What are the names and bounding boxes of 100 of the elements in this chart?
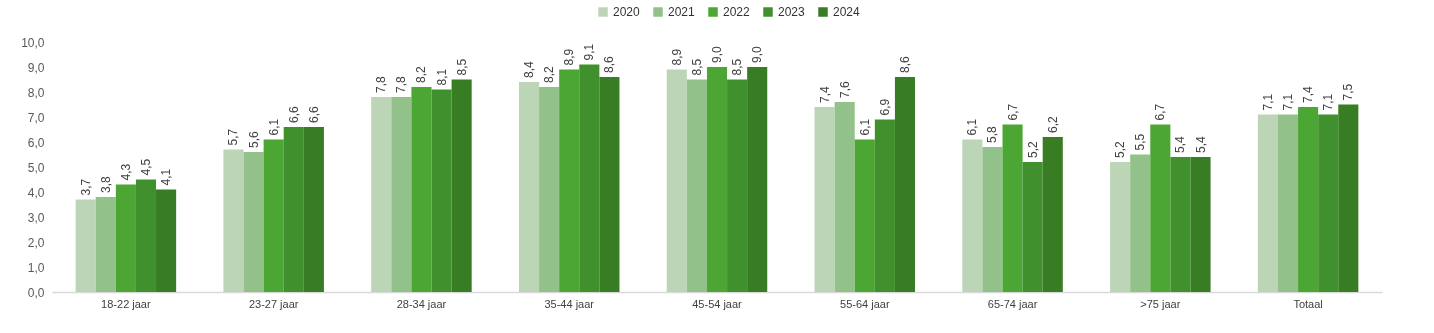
bar (539, 87, 560, 292)
data-label: 5,6 (246, 130, 261, 148)
legend-label: 2023 (778, 5, 806, 19)
bar (874, 119, 895, 292)
data-label: 7,1 (1321, 93, 1336, 111)
data-label: 6,1 (857, 118, 872, 136)
data-label: 5,2 (1025, 140, 1040, 158)
bar (1298, 107, 1319, 292)
bar (303, 127, 324, 292)
data-label: 6,1 (266, 118, 281, 136)
data-label: 8,2 (414, 65, 429, 83)
bar (263, 139, 284, 292)
bar (283, 127, 304, 292)
data-label: 5,8 (985, 125, 1000, 143)
x-tick-label: Totaal (1293, 297, 1323, 310)
data-label: 6,7 (1005, 103, 1020, 121)
bar (666, 69, 687, 292)
data-label: 8,2 (542, 65, 557, 83)
data-label: 6,1 (965, 118, 980, 136)
data-label: 5,5 (1133, 133, 1148, 151)
x-tick-label: 45-54 jaar (692, 297, 743, 310)
x-tick-label: 23-27 jaar (248, 297, 299, 310)
bar (962, 139, 983, 292)
bar (1150, 124, 1171, 292)
x-tick-label: 65-74 jaar (987, 297, 1038, 310)
bar (518, 82, 540, 292)
data-label: 5,4 (1193, 135, 1208, 153)
bar (115, 184, 136, 292)
bar (391, 97, 412, 292)
data-label: 4,3 (118, 163, 133, 181)
legend-label: 2021 (668, 5, 696, 19)
data-label: 7,8 (374, 75, 389, 93)
data-label: 8,4 (522, 60, 537, 78)
bar (814, 107, 835, 292)
y-tick-label: 1,0 (27, 260, 45, 275)
data-label: 8,5 (454, 58, 469, 76)
data-label: 5,7 (226, 128, 241, 146)
y-tick-label: 10,0 (21, 35, 45, 50)
bar (727, 79, 748, 292)
bar (599, 77, 620, 292)
x-tick-label: 28-34 jaar (396, 297, 447, 310)
y-tick-label: 7,0 (27, 110, 45, 125)
data-label: 9,0 (710, 45, 724, 63)
legend-label: 2022 (723, 5, 751, 19)
x-tick-label: 18-22 jaar (101, 297, 151, 310)
bar (95, 197, 116, 292)
data-label: 8,9 (562, 48, 577, 66)
bar (559, 69, 580, 292)
data-label: 7,1 (1281, 93, 1296, 111)
data-label: 8,5 (689, 58, 704, 76)
data-label: 6,6 (306, 105, 321, 123)
y-tick-label: 0,0 (27, 285, 45, 300)
data-label: 3,8 (98, 175, 113, 193)
data-label: 7,6 (837, 80, 852, 98)
bar (1002, 124, 1023, 292)
bar (834, 102, 855, 292)
bar (706, 67, 728, 292)
y-tick-label: 5,0 (27, 160, 45, 175)
bar (1190, 157, 1211, 292)
bar (75, 199, 96, 292)
data-label: 5,2 (1113, 140, 1128, 158)
data-label: 6,2 (1045, 115, 1060, 133)
bar (1042, 137, 1063, 292)
bar (1170, 157, 1191, 292)
data-label: 5,4 (1173, 135, 1188, 153)
bar (1257, 114, 1278, 292)
x-tick-label: 55-64 jaar (840, 297, 890, 310)
bar (1338, 104, 1359, 292)
y-tick-label: 3,0 (27, 210, 45, 225)
data-label: 7,4 (817, 85, 832, 103)
bar (156, 189, 177, 292)
bar (1318, 114, 1339, 292)
legend-label: 2024 (833, 5, 861, 19)
bar (579, 64, 600, 292)
bar (411, 87, 432, 292)
data-label: 3,7 (78, 178, 93, 196)
bar (686, 79, 707, 292)
bar (223, 149, 244, 292)
data-label: 6,9 (877, 98, 892, 116)
x-tick-label: >75 jaar (1140, 297, 1181, 310)
data-label: 8,6 (897, 55, 912, 73)
data-label: 8,6 (602, 55, 617, 73)
data-label: 7,8 (394, 75, 409, 93)
data-label: 9,1 (582, 43, 597, 61)
bar (747, 67, 768, 292)
bar (1277, 114, 1299, 292)
data-label: 4,5 (138, 158, 153, 176)
bar (854, 139, 875, 292)
bar (1130, 154, 1151, 292)
data-label: 8,1 (434, 68, 449, 86)
y-tick-label: 8,0 (27, 85, 45, 100)
data-label: 9,0 (750, 45, 765, 63)
data-label: 6,6 (286, 105, 301, 123)
bar (1022, 162, 1043, 292)
y-tick-label: 9,0 (27, 60, 45, 75)
data-label: 8,5 (730, 58, 745, 76)
data-label: 7,5 (1341, 83, 1356, 101)
data-label: 7,4 (1301, 85, 1316, 103)
bar (135, 179, 157, 292)
data-label: 7,1 (1260, 93, 1275, 111)
